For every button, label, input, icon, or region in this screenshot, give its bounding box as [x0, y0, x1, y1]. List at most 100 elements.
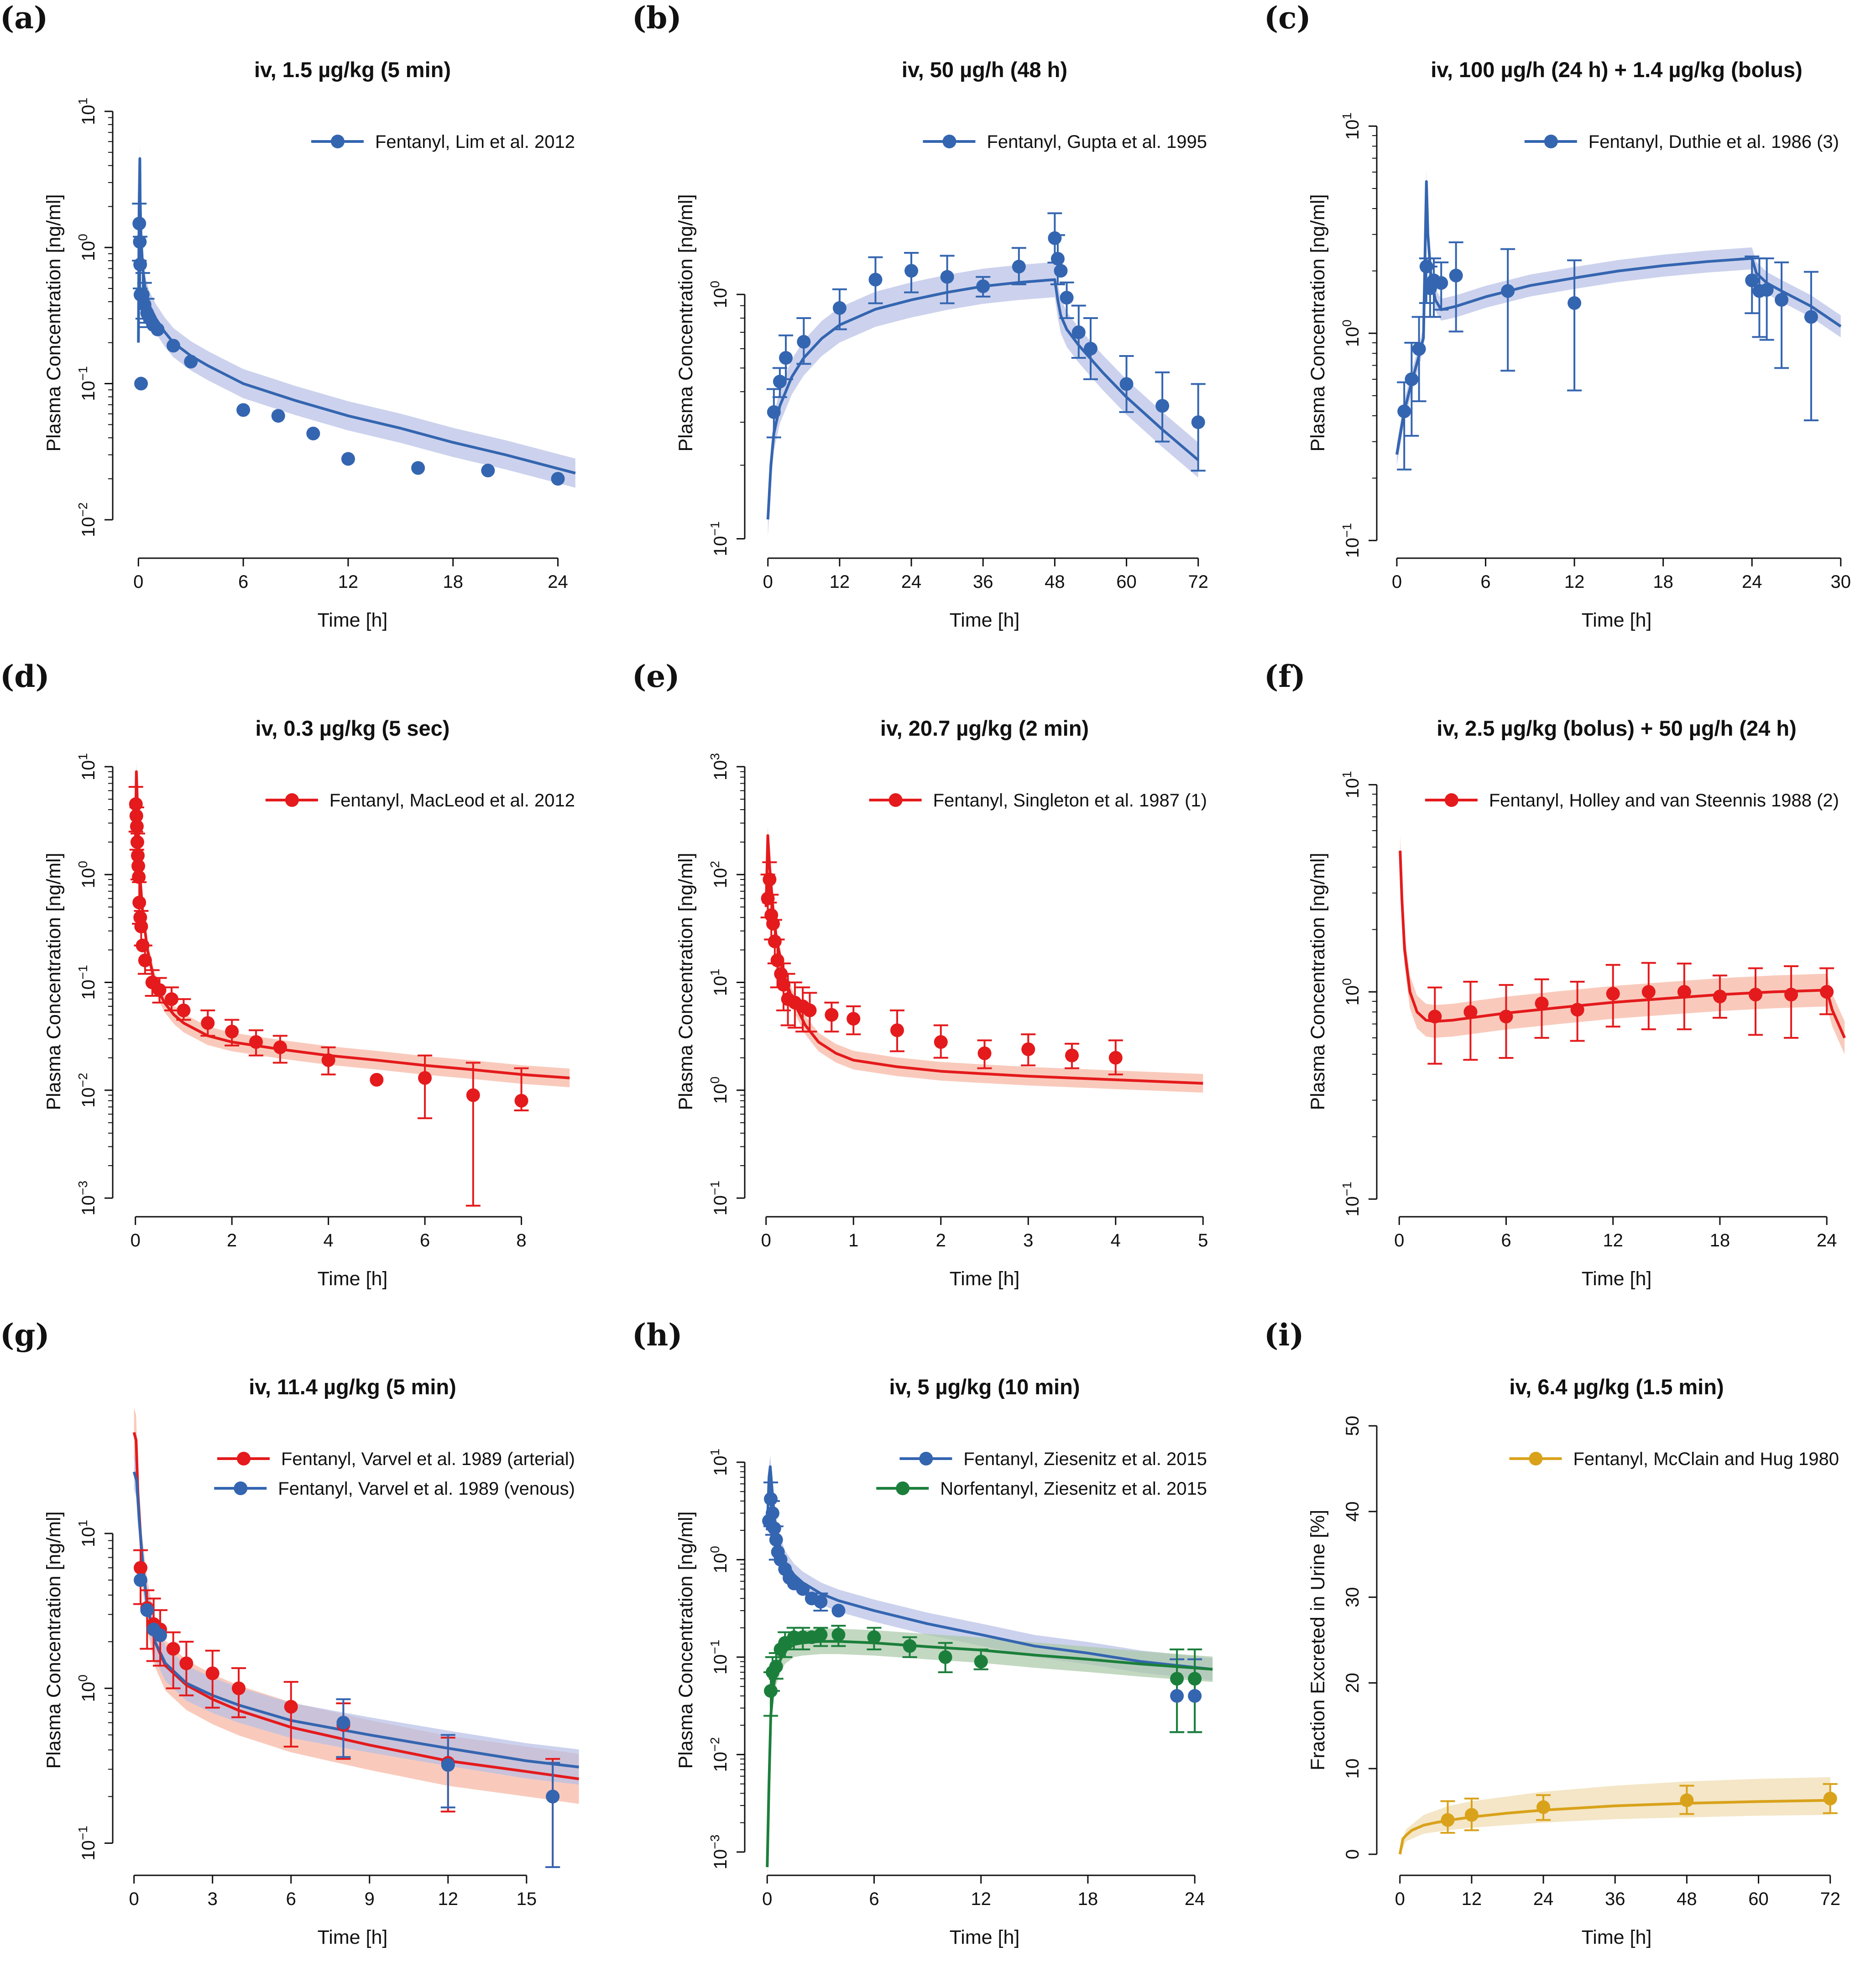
data-point — [774, 967, 788, 981]
x-tick-label: 6 — [869, 1889, 879, 1909]
error-bar — [1784, 965, 1799, 1039]
panel-g: (g) iv, 11.4 µg/kg (5 min) 0 3 6 9 12 15 10−1 100… — [0, 1317, 607, 1972]
confidence-band — [1396, 170, 1841, 466]
y-tick-label: 100 — [708, 281, 731, 308]
data-point — [1570, 1003, 1584, 1017]
data-point — [934, 1035, 948, 1049]
x-axis-label: Time [h] — [950, 1926, 1020, 1948]
data-point — [769, 1659, 783, 1674]
plot-area: 0 6 12 18 24 30 10−1 100 101 Time [h] Plasma Conce… — [1307, 112, 1851, 631]
x-tick-label: 18 — [1653, 572, 1673, 592]
error-bar — [418, 1054, 433, 1120]
data-point — [1065, 1048, 1079, 1062]
y-tick-label: 0 — [1343, 1849, 1363, 1859]
error-bar — [1463, 980, 1478, 1061]
data-point — [761, 891, 775, 905]
data-point — [1412, 342, 1426, 356]
data-point — [546, 1790, 560, 1804]
data-point — [1760, 283, 1774, 297]
panel-title: iv, 2.5 µg/kg (bolus) + 50 µg/h (24 h) — [1437, 716, 1797, 740]
legend-label: Fentanyl, Varvel et al. 1989 (venous) — [278, 1479, 575, 1499]
x-tick-label: 12 — [971, 1889, 991, 1909]
y-axis-label: Plasma Concentration [ng/ml] — [43, 194, 65, 451]
x-tick-label: 0 — [761, 1230, 771, 1251]
panel-letter: (i) — [1264, 1317, 1304, 1353]
legend-label: Fentanyl, Lim et al. 2012 — [375, 132, 575, 152]
x-tick-label: 2 — [936, 1230, 946, 1251]
y-tick-label: 101 — [76, 753, 99, 780]
x-tick-label: 24 — [1533, 1889, 1554, 1909]
y-tick-label: 10−1 — [1340, 523, 1363, 558]
data-point — [1155, 399, 1170, 413]
data-point — [767, 1521, 781, 1535]
legend-entry: Fentanyl, Duthie et al. 1986 (3) — [1524, 132, 1839, 152]
data-point — [132, 870, 146, 884]
panel-letter: (c) — [1264, 0, 1311, 36]
x-axis-label: Time [h] — [318, 609, 388, 631]
data-point — [974, 1654, 988, 1669]
legend-label: Fentanyl, Duthie et al. 1986 (3) — [1589, 132, 1839, 152]
x-tick-label: 0 — [763, 572, 773, 592]
legend-marker — [1529, 1452, 1543, 1465]
data-point — [138, 953, 152, 968]
data-point — [1050, 251, 1065, 266]
simulation-curve — [1395, 180, 1842, 455]
data-point — [1441, 1813, 1455, 1827]
data-point — [1568, 296, 1582, 310]
error-bar — [1427, 986, 1442, 1065]
data-point — [134, 1573, 148, 1587]
data-point — [1463, 1005, 1478, 1019]
data-point — [132, 895, 146, 910]
x-tick-label: 12 — [1462, 1889, 1482, 1909]
data-point — [764, 1492, 778, 1506]
x-tick-label: 12 — [438, 1889, 459, 1909]
y-tick-label: 101 — [76, 1520, 99, 1547]
legend-marker — [285, 793, 299, 807]
x-tick-label: 3 — [208, 1889, 218, 1909]
data-point — [1535, 996, 1549, 1010]
y-axis-label: Fraction Excreted in Urine [%] — [1307, 1510, 1329, 1770]
panel-letter: (d) — [0, 659, 50, 694]
x-tick-label: 24 — [1742, 572, 1762, 592]
data-point — [133, 257, 147, 272]
legend-entry: Fentanyl, McClain and Hug 1980 — [1509, 1449, 1839, 1469]
x-tick-label: 5 — [1198, 1230, 1208, 1251]
data-point — [132, 216, 146, 230]
legend-label: Norfentanyl, Ziesenitz et al. 2015 — [940, 1479, 1207, 1499]
data-point — [321, 1053, 335, 1067]
data-point — [152, 983, 167, 997]
data-point — [1449, 268, 1463, 283]
legend-entry: Fentanyl, Holley and van Steennis 1988 (… — [1425, 790, 1839, 811]
data-point — [1775, 293, 1789, 307]
data-point — [134, 919, 148, 933]
data-point — [814, 1595, 828, 1609]
data-point — [904, 264, 919, 278]
confidence-band — [768, 262, 1198, 537]
y-tick-label: 10−1 — [1340, 1182, 1363, 1216]
simulation-curve — [1399, 850, 1846, 1039]
x-tick-label: 48 — [1045, 572, 1065, 592]
data-point — [1071, 325, 1086, 340]
y-tick-label: 20 — [1343, 1673, 1363, 1693]
data-point — [341, 452, 355, 466]
y-tick-label: 103 — [708, 753, 731, 780]
plot-area: 0 6 12 18 24 10−3 10−2 10−1 100 101 Time [h] Plasma… — [675, 1449, 1213, 1948]
x-tick-label: 0 — [1392, 572, 1402, 592]
data-point — [1119, 377, 1134, 391]
panel-d: (d) iv, 0.3 µg/kg (5 sec) 0 2 4 6 8 10−3 10−2 10−… — [0, 659, 607, 1314]
data-point — [370, 1073, 384, 1087]
panel-a: (a) iv, 1.5 µg/kg (5 min) 0 6 12 18 24 10−2 10−1… — [0, 0, 607, 655]
data-point — [130, 835, 144, 849]
x-tick-label: 6 — [286, 1889, 296, 1909]
data-point — [1419, 260, 1433, 274]
error-bar — [1567, 259, 1582, 392]
panel-e: (e) iv, 20.7 µg/kg (2 min) 0 1 2 3 4 5 10−1 100 10… — [632, 659, 1239, 1314]
x-tick-label: 36 — [1605, 1889, 1625, 1909]
x-axis-label: Time [h] — [318, 1926, 388, 1948]
y-tick-label: 100 — [76, 234, 99, 261]
y-tick-label: 100 — [76, 1675, 99, 1702]
x-tick-label: 12 — [1603, 1230, 1623, 1251]
data-point — [273, 1040, 287, 1054]
y-tick-label: 10−1 — [708, 521, 731, 556]
y-tick-label: 10 — [1343, 1758, 1363, 1779]
